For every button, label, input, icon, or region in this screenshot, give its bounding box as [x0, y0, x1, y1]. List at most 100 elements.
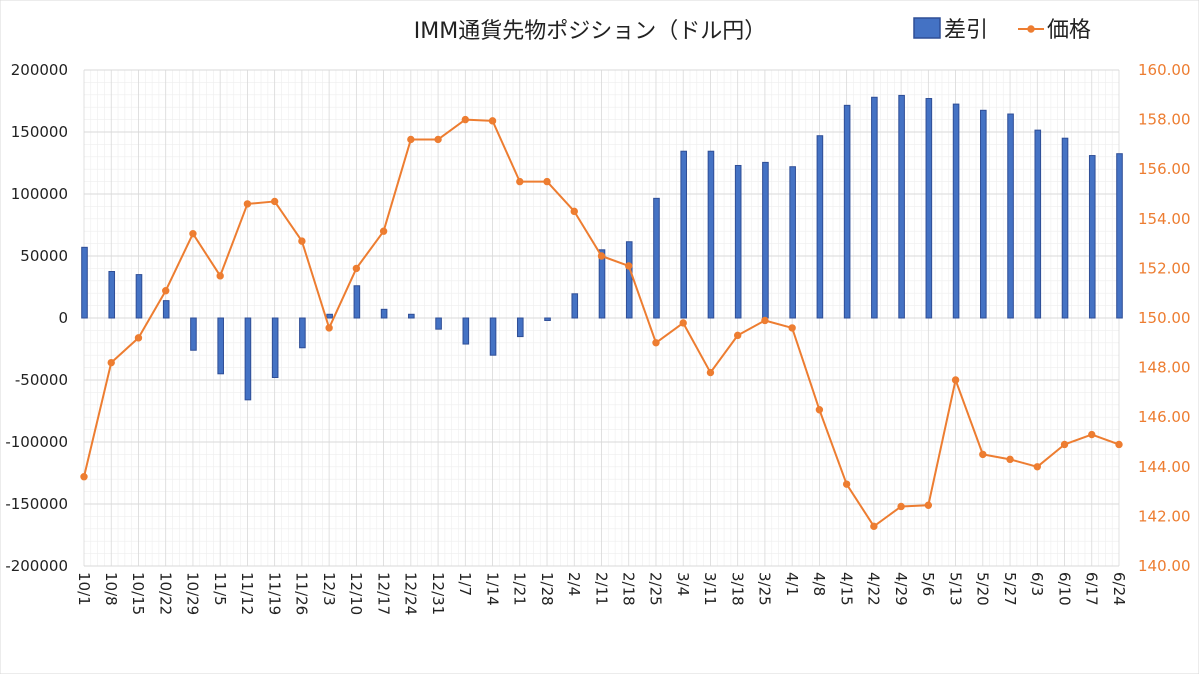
bar-5-6 — [925, 98, 933, 319]
bar-1-28 — [544, 317, 551, 321]
right-tick-label: 146.00 — [1138, 408, 1191, 426]
bar-2-11 — [598, 249, 606, 319]
right-tick-label: 156.00 — [1138, 160, 1191, 178]
bar-6-17 — [1088, 155, 1096, 319]
bar-12-24 — [408, 313, 415, 319]
bar-12-10 — [353, 285, 361, 319]
price-point-10-15 — [134, 334, 143, 342]
left-tick-label: -200000 — [5, 557, 68, 575]
price-point-4-8 — [815, 406, 824, 414]
bar-1-7 — [462, 317, 470, 345]
x-tick-label: 1/14 — [483, 572, 501, 606]
chart-title: IMM通貨先物ポジション（ドル円） — [414, 19, 766, 44]
price-point-10-29 — [189, 229, 197, 238]
x-tick-label: 4/29 — [892, 572, 910, 606]
x-tick-label: 3/18 — [728, 572, 746, 606]
price-point-12-31 — [434, 135, 442, 144]
bar-series — [81, 94, 1123, 401]
bar-10-8 — [108, 271, 116, 319]
bar-3-25 — [762, 161, 769, 319]
price-point-12-3 — [325, 324, 333, 332]
bar-3-11 — [707, 150, 715, 319]
price-point-3-18 — [733, 331, 742, 340]
bar-6-24 — [1116, 153, 1123, 319]
x-tick-label: 5/20 — [974, 572, 992, 606]
right-axis: 160.00 158.00 156.00 154.00 152.00 150.00 148.… — [1138, 61, 1191, 575]
price-point-3-25 — [761, 316, 769, 325]
left-tick-label: 150000 — [11, 123, 68, 141]
left-tick-label: 50000 — [20, 247, 68, 265]
x-tick-label: 11/12 — [238, 572, 256, 615]
price-point-4-15 — [842, 480, 851, 488]
price-point-10-22 — [162, 287, 170, 295]
x-tick-label: 6/10 — [1055, 572, 1073, 606]
right-tick-label: 140.00 — [1138, 557, 1191, 575]
price-point-4-29 — [897, 502, 905, 511]
x-tick-label: 2/4 — [565, 572, 583, 596]
price-point-1-28 — [543, 177, 551, 186]
bar-2-4 — [571, 293, 579, 319]
price-point-5-13 — [951, 376, 960, 384]
x-tick-label: 4/8 — [810, 572, 828, 596]
x-tick-label: 2/11 — [592, 572, 610, 606]
left-tick-label: -50000 — [15, 371, 68, 389]
price-point-5-6 — [924, 501, 933, 509]
price-point-6-24 — [1115, 440, 1123, 449]
price-point-1-21 — [516, 177, 524, 186]
bar-11-12 — [244, 317, 252, 401]
bar-12-3 — [326, 313, 333, 319]
x-tick-label: 12/31 — [429, 572, 447, 615]
bar-1-14 — [489, 317, 497, 356]
x-tick-label: 2/18 — [619, 572, 637, 606]
legend: 差引 価格 — [913, 17, 1091, 43]
price-point-1-7 — [461, 115, 470, 124]
price-point-2-18 — [625, 262, 633, 270]
bar-3-4 — [680, 150, 688, 319]
x-tick-label: 10/15 — [129, 572, 147, 615]
price-point-12-17 — [379, 227, 388, 235]
x-tick-label: 3/11 — [701, 572, 719, 606]
bar-6-3 — [1034, 129, 1042, 319]
price-point-12-24 — [407, 135, 415, 144]
x-tick-label: 11/19 — [265, 572, 283, 615]
x-tick-label: 11/5 — [211, 572, 229, 606]
bar-1-21 — [516, 317, 524, 338]
x-axis: 10/1 10/8 10/15 10/22 10/29 11/5 11/12 11/19 11/… — [75, 572, 1128, 615]
right-tick-label: 150.00 — [1138, 309, 1191, 327]
left-tick-label: 0 — [58, 309, 68, 327]
x-tick-label: 6/17 — [1083, 572, 1101, 606]
price-point-2-25 — [652, 339, 660, 347]
legend-bar-swatch — [913, 17, 941, 39]
x-tick-label: 3/4 — [674, 572, 692, 596]
price-point-1-14 — [488, 117, 497, 125]
price-point-10-8 — [107, 358, 115, 367]
x-tick-label: 6/3 — [1028, 572, 1046, 596]
left-tick-label: -150000 — [5, 495, 68, 513]
bar-3-18 — [734, 164, 742, 319]
bar-11-5 — [217, 317, 224, 375]
price-point-2-11 — [597, 252, 606, 260]
price-point-11-26 — [298, 237, 306, 245]
price-point-11-12 — [243, 200, 252, 208]
price-point-10-1 — [80, 473, 88, 481]
price-point-4-22 — [870, 522, 878, 531]
right-tick-label: 148.00 — [1138, 359, 1191, 377]
price-point-5-20 — [979, 450, 987, 459]
legend-line-label: 価格 — [1047, 18, 1091, 43]
price-point-11-5 — [216, 272, 224, 280]
bar-11-26 — [299, 317, 306, 349]
x-tick-label: 10/8 — [102, 572, 120, 606]
x-tick-label: 10/22 — [156, 572, 174, 615]
right-tick-label: 142.00 — [1138, 507, 1191, 525]
price-point-6-3 — [1033, 463, 1041, 471]
bar-4-8 — [816, 135, 824, 319]
x-tick-label: 1/7 — [456, 572, 474, 596]
bar-10-22 — [162, 300, 170, 319]
right-tick-label: 152.00 — [1138, 259, 1191, 277]
legend-line-marker — [1027, 25, 1035, 33]
bar-10-29 — [190, 317, 197, 351]
x-tick-label: 11/26 — [293, 572, 311, 615]
right-tick-label: 154.00 — [1138, 210, 1191, 228]
